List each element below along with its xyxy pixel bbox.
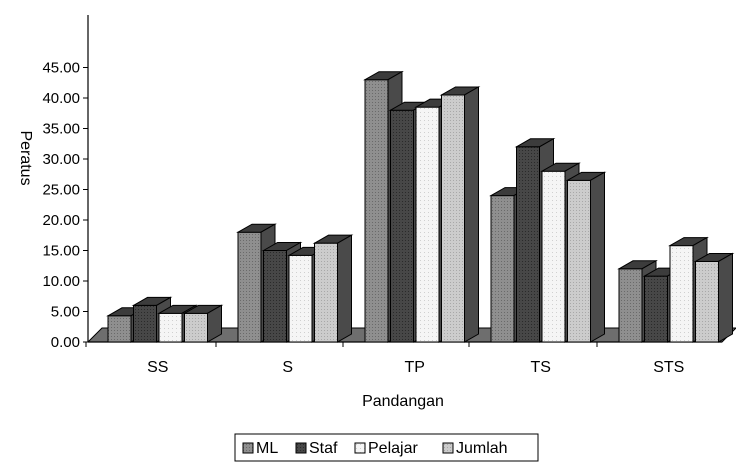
y-tick-label: 35.00	[42, 121, 80, 138]
bar-front	[490, 195, 515, 343]
legend-label-jumlah: Jumlah	[456, 440, 508, 457]
bar-side	[590, 171, 605, 343]
bar-jumlah-tp	[439, 86, 481, 343]
bar-front	[133, 304, 157, 343]
x-tick-label: STS	[653, 359, 684, 376]
y-tick-label: 0.00	[51, 334, 80, 351]
bar-jumlah-ts	[565, 171, 607, 343]
bar-front	[441, 94, 465, 343]
legend-swatch-pelajar	[354, 442, 366, 454]
legend-swatch-jumlah	[442, 442, 454, 454]
bar-front	[695, 260, 719, 343]
bar-side	[464, 86, 479, 343]
x-axis-labels: SS S TP TS STS	[85, 342, 684, 376]
x-tick-label: TS	[531, 359, 551, 376]
bar-front	[237, 231, 262, 343]
bar-front	[184, 312, 208, 343]
bar-front	[567, 179, 591, 343]
bar-front	[541, 170, 566, 343]
bar-front	[644, 275, 668, 343]
legend-label-ml: ML	[256, 440, 278, 457]
legend-label-pelajar: Pelajar	[368, 440, 418, 457]
legend-swatch-staf	[295, 442, 307, 454]
x-tick-label: SS	[147, 359, 168, 376]
y-axis-title: Peratus	[17, 130, 34, 185]
x-axis-title: Pandangan	[362, 393, 444, 410]
bar-front	[516, 146, 540, 343]
bar-front	[390, 109, 414, 343]
y-tick-label: 30.00	[42, 151, 80, 168]
legend-label-staf: Staf	[309, 440, 338, 457]
bar-front	[288, 254, 313, 343]
y-tick-label: 15.00	[42, 243, 80, 260]
bar-front	[669, 245, 694, 343]
y-tick-label: 40.00	[42, 90, 80, 107]
bar-front	[107, 315, 132, 343]
y-tick-label: 10.00	[42, 273, 80, 290]
x-tick-label: S	[282, 359, 293, 376]
bar-front	[314, 242, 338, 343]
legend: ML Staf Pelajar Jumlah	[234, 433, 539, 462]
y-tick-label: 25.00	[42, 182, 80, 199]
y-axis: 0.00 5.00 10.00 15.00 20.00 25.00 30.00 35.00 40…	[42, 15, 89, 351]
bar-jumlah-sts	[693, 252, 735, 343]
bar-jumlah-ss	[182, 304, 224, 343]
bar-front	[415, 106, 440, 343]
y-tick-label: 45.00	[42, 60, 80, 77]
bar-side	[718, 252, 733, 343]
bar-front	[158, 312, 183, 343]
legend-frame	[234, 433, 539, 462]
bar-side	[337, 234, 352, 343]
y-tick-label: 5.00	[51, 304, 80, 321]
y-tick-label: 20.00	[42, 212, 80, 229]
bar-front	[618, 268, 643, 343]
bar-jumlah-s	[312, 234, 354, 343]
bar-side	[207, 304, 222, 343]
legend-swatch-ml	[242, 442, 254, 454]
bars	[106, 70, 735, 343]
x-tick-label: TP	[405, 359, 425, 376]
bar-front	[263, 250, 287, 343]
bar-front	[364, 79, 389, 343]
